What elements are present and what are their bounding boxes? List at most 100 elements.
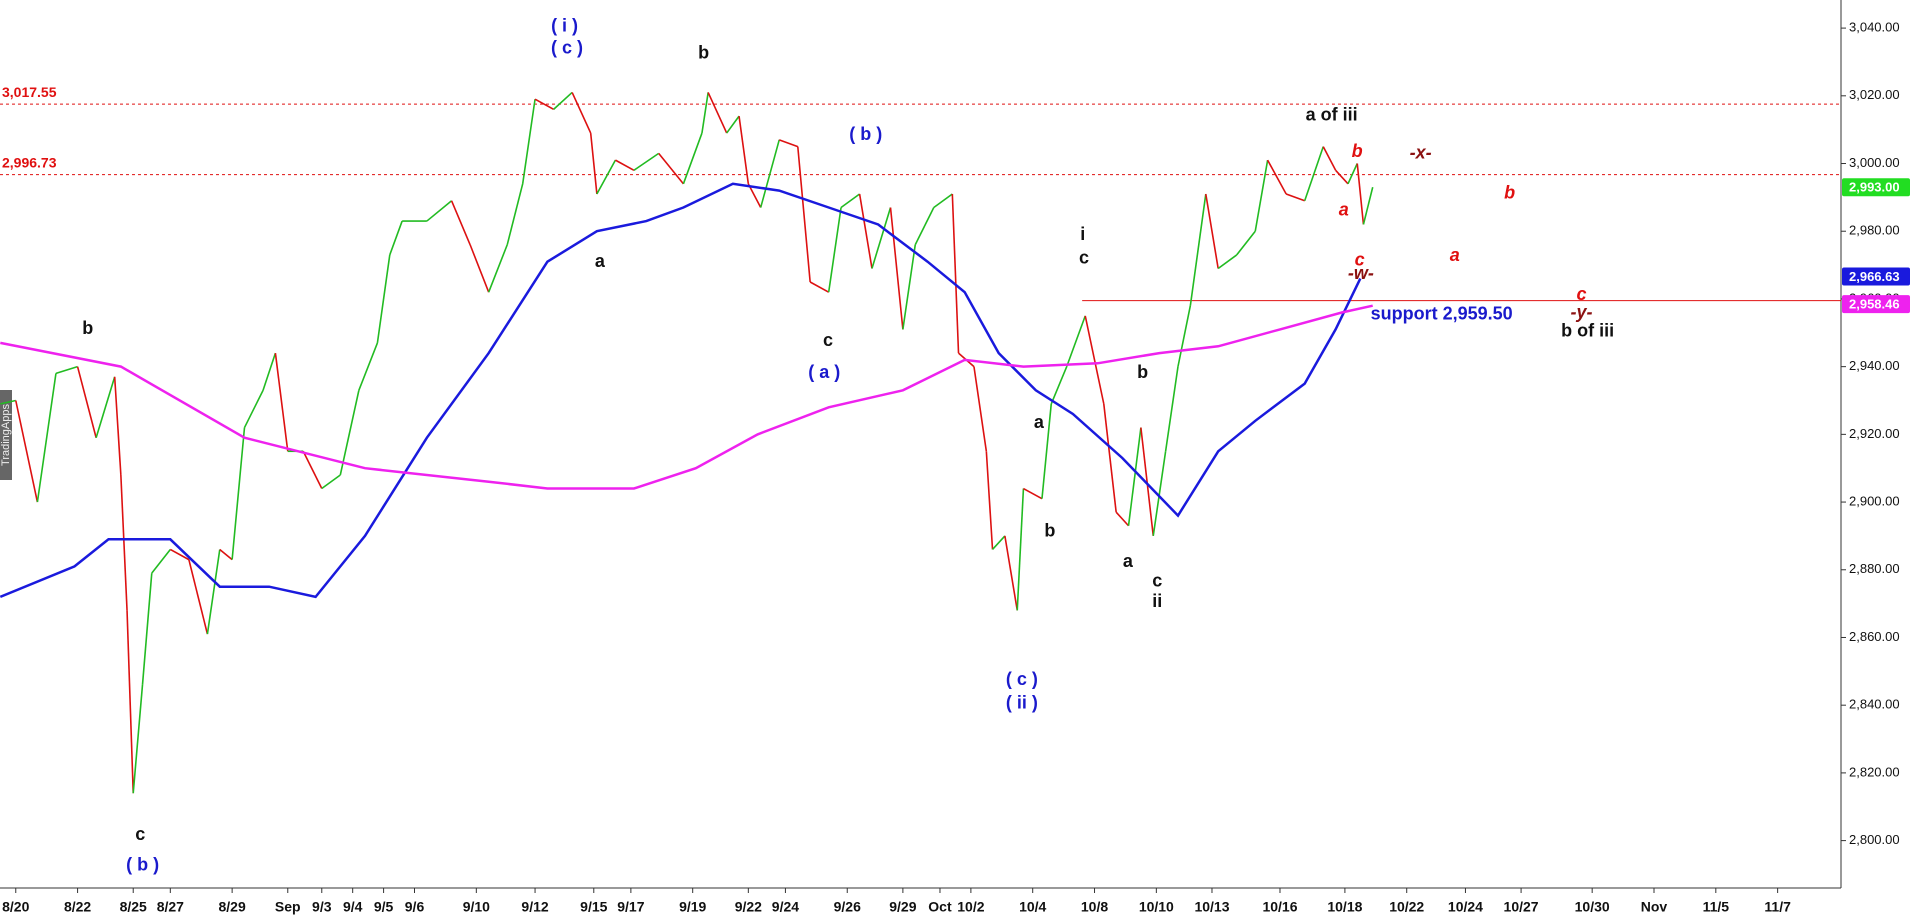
y-tick-label: 3,020.00 xyxy=(1849,87,1900,102)
price-segment xyxy=(1084,315,1105,405)
price-segment xyxy=(682,132,703,185)
price-segment xyxy=(132,684,144,794)
wave-label: c xyxy=(1152,570,1162,590)
watermark-box xyxy=(0,390,12,480)
price-segment xyxy=(1347,163,1358,185)
price-segment xyxy=(321,474,341,490)
price-segment xyxy=(113,376,122,476)
price-segment xyxy=(534,98,554,111)
price-segment xyxy=(450,200,471,246)
y-tick-label: 2,980.00 xyxy=(1849,223,1900,238)
wave-label: a xyxy=(1450,245,1460,265)
x-tick-label: 9/26 xyxy=(834,899,861,915)
x-tick-label: 11/5 xyxy=(1703,899,1730,915)
x-tick-label: 10/13 xyxy=(1194,899,1229,915)
price-segment xyxy=(76,366,97,438)
price-segment xyxy=(951,193,960,354)
wave-label: ( i ) xyxy=(551,16,578,36)
level-label: 3,017.55 xyxy=(2,84,57,100)
price-segment xyxy=(633,152,660,171)
wave-label: b xyxy=(698,42,709,62)
price-segment xyxy=(596,159,617,195)
price-segment xyxy=(169,548,190,561)
price-segment xyxy=(1127,427,1142,526)
price-segment xyxy=(151,548,171,574)
price-segment xyxy=(1177,305,1192,367)
price-segment xyxy=(339,390,360,476)
price-tag xyxy=(1842,295,1910,314)
price-segment xyxy=(358,342,379,391)
wave-label: c xyxy=(1355,250,1365,270)
price-segment xyxy=(0,399,16,405)
watermark: TradingApps xyxy=(0,404,12,466)
wave-label: i xyxy=(1080,224,1085,244)
price-segment xyxy=(302,450,323,489)
price-segment xyxy=(589,132,598,195)
x-tick-label: Sep xyxy=(275,899,301,915)
y-tick-label: 2,860.00 xyxy=(1849,629,1900,644)
x-tick-label: 9/10 xyxy=(463,899,490,915)
price-segment xyxy=(231,427,246,560)
price-segment xyxy=(1205,193,1219,269)
y-tick-label: 2,900.00 xyxy=(1849,493,1900,508)
y-tick-label: 2,920.00 xyxy=(1849,426,1900,441)
price-segment xyxy=(1103,403,1117,513)
x-tick-label: 10/24 xyxy=(1448,899,1483,915)
y-tick-label: 2,800.00 xyxy=(1849,832,1900,847)
price-segment xyxy=(120,474,128,611)
price-segment xyxy=(55,365,78,375)
x-tick-label: 9/17 xyxy=(617,899,644,915)
x-tick-label: 10/4 xyxy=(1019,899,1046,915)
price-segment xyxy=(778,139,799,148)
x-tick-label: 8/25 xyxy=(120,899,147,915)
wave-label: -w- xyxy=(1348,263,1374,283)
price-segment xyxy=(506,183,524,245)
price-segment xyxy=(389,220,403,256)
price-segment xyxy=(858,193,873,269)
price-segment xyxy=(1322,146,1337,171)
price-segment xyxy=(1041,403,1053,499)
price-segment xyxy=(991,535,1006,550)
wave-label: -y- xyxy=(1571,302,1593,322)
wave-label: a xyxy=(1034,412,1045,432)
price-segment xyxy=(571,92,592,134)
price-segment xyxy=(809,281,830,293)
wave-label: c xyxy=(135,824,145,844)
x-tick-label: 10/18 xyxy=(1327,899,1362,915)
price-tag-label: 2,966.63 xyxy=(1849,269,1900,284)
wave-label: b xyxy=(1504,183,1515,203)
price-segment xyxy=(827,207,842,293)
x-tick-label: 10/22 xyxy=(1389,899,1424,915)
price-segment xyxy=(553,91,573,110)
x-tick-label: 10/10 xyxy=(1139,899,1174,915)
price-segment xyxy=(376,254,391,344)
price-segment xyxy=(469,244,490,293)
wave-label: c xyxy=(1079,247,1089,267)
price-segment xyxy=(1140,427,1155,537)
moving-average xyxy=(0,182,1362,599)
wave-label: ( b ) xyxy=(126,855,159,875)
x-tick-label: 10/16 xyxy=(1262,899,1297,915)
price-segment xyxy=(95,376,116,438)
price-segment xyxy=(487,244,508,293)
moving-average xyxy=(0,304,1373,490)
x-tick-label: 9/19 xyxy=(679,899,706,915)
level-label: support 2,959.50 xyxy=(1371,303,1513,323)
x-tick-label: 10/30 xyxy=(1575,899,1610,915)
price-segment xyxy=(1254,159,1269,232)
wave-label: ( c ) xyxy=(1006,669,1038,689)
price-segment xyxy=(206,549,221,635)
price-segment xyxy=(747,183,762,208)
wave-label: c xyxy=(823,330,833,350)
x-tick-label: Nov xyxy=(1641,899,1668,915)
price-segment xyxy=(1303,146,1325,202)
x-tick-label: 10/8 xyxy=(1081,899,1108,915)
price-segment xyxy=(1152,451,1167,537)
price-segment xyxy=(933,193,953,209)
x-tick-label: 8/22 xyxy=(64,899,91,915)
price-segment xyxy=(188,559,209,635)
x-tick-label: 9/29 xyxy=(889,899,916,915)
x-tick-label: 11/7 xyxy=(1764,899,1791,915)
level-label: 2,996.73 xyxy=(2,154,57,170)
